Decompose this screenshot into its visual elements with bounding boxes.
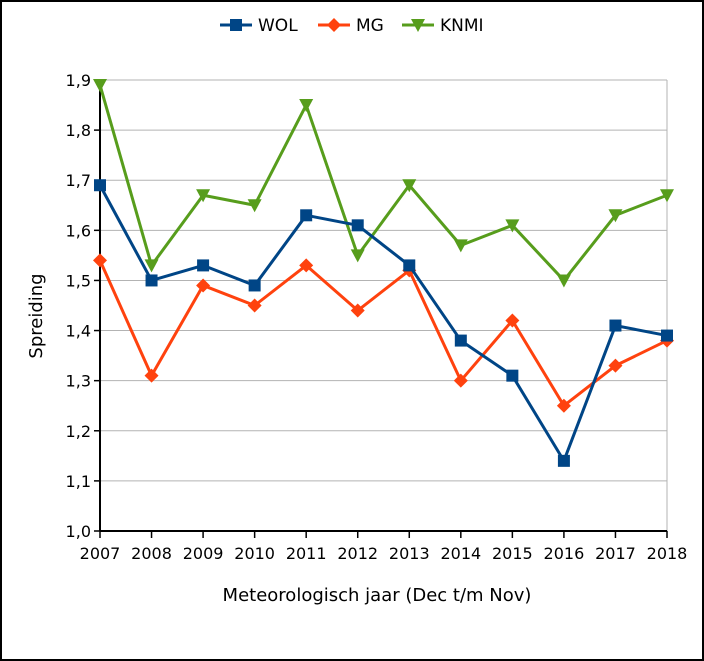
data-point-knmi: [196, 189, 211, 203]
y-tick-label: 1,0: [66, 522, 91, 541]
legend-item-mg: MG: [318, 16, 384, 36]
y-tick-label: 1,9: [66, 71, 91, 90]
data-point-knmi: [556, 274, 571, 288]
series-line-knmi: [98, 84, 668, 282]
data-point-mg: [505, 313, 520, 328]
data-point-mg: [247, 298, 262, 313]
data-point-wol: [197, 259, 210, 272]
data-point-wol: [454, 334, 467, 347]
data-point-mg: [453, 373, 468, 388]
y-tick-label: 1,4: [66, 322, 91, 341]
x-tick-labels: 2007 2008 2009 2010 2011 2012 2013 2014 2015 2016…: [80, 544, 688, 563]
series-knmi: [93, 79, 674, 288]
x-tick-label: 2018: [647, 544, 688, 563]
series-line-wol: [98, 184, 668, 463]
data-point-wol: [351, 219, 364, 232]
data-point-wol: [403, 259, 416, 272]
y-tick-label: 1,7: [66, 171, 91, 190]
data-point-wol: [506, 369, 519, 382]
legend-label: KNMI: [440, 16, 484, 36]
y-axis-title: Spreiding: [26, 273, 47, 358]
y-tick-label: 1,3: [66, 372, 91, 391]
axes: [94, 79, 668, 538]
x-tick-label: 2014: [440, 544, 481, 563]
data-point-mg: [144, 368, 159, 383]
legend-label: MG: [356, 16, 384, 36]
legend-marker: [230, 19, 242, 31]
legend-item-knmi: KNMI: [402, 16, 484, 36]
x-tick-label: 2007: [80, 544, 121, 563]
legend-marker: [327, 18, 341, 32]
x-tick-label: 2013: [389, 544, 430, 563]
data-point-knmi: [453, 239, 468, 253]
x-tick-label: 2009: [183, 544, 224, 563]
y-tick-label: 1,8: [66, 121, 91, 140]
grid-lines: [100, 79, 668, 531]
data-point-mg: [196, 278, 211, 293]
x-tick-label: 2012: [337, 544, 378, 563]
y-tick-label: 1,1: [66, 472, 91, 491]
series-mg: [93, 253, 674, 413]
data-point-wol: [145, 274, 158, 287]
data-point-knmi: [350, 249, 365, 263]
legend-marker: [411, 19, 425, 32]
data-point-wol: [248, 279, 261, 292]
data-point-knmi: [402, 179, 417, 193]
legend-label: WOL: [258, 16, 298, 36]
data-point-knmi: [247, 199, 262, 213]
data-point-mg: [556, 398, 571, 413]
data-point-knmi: [660, 189, 674, 203]
data-point-knmi: [505, 219, 520, 233]
data-point-wol: [661, 329, 673, 342]
data-point-knmi: [93, 79, 107, 93]
data-point-mg: [299, 258, 314, 273]
x-tick-label: 2017: [595, 544, 636, 563]
x-tick-label: 2016: [544, 544, 585, 563]
series-wol: [94, 179, 673, 467]
series-group: [93, 79, 674, 467]
y-tick-labels: 1,0 1,1 1,2 1,3 1,4 1,5 1,6 1,7 1,8 1,9: [66, 71, 91, 541]
y-tick-label: 1,6: [66, 221, 91, 240]
data-point-wol: [609, 319, 622, 332]
legend-item-wol: WOL: [220, 16, 298, 36]
y-tick-label: 1,2: [66, 422, 91, 441]
data-point-mg: [350, 303, 365, 318]
data-point-wol: [557, 454, 570, 467]
data-point-knmi: [299, 99, 314, 113]
x-tick-label: 2008: [131, 544, 172, 563]
data-point-wol: [300, 209, 313, 222]
data-point-mg: [608, 358, 623, 373]
x-tick-label: 2011: [286, 544, 327, 563]
x-tick-label: 2015: [492, 544, 533, 563]
x-axis-title: Meteorologisch jaar (Dec t/m Nov): [223, 585, 532, 606]
data-point-mg: [93, 253, 107, 268]
legend: WOL MG KNMI: [220, 16, 484, 36]
data-point-wol: [94, 179, 106, 192]
data-point-knmi: [144, 259, 159, 273]
data-point-knmi: [608, 209, 623, 223]
series-line-mg: [98, 259, 668, 408]
y-tick-label: 1,5: [66, 271, 91, 290]
x-tick-label: 2010: [234, 544, 275, 563]
